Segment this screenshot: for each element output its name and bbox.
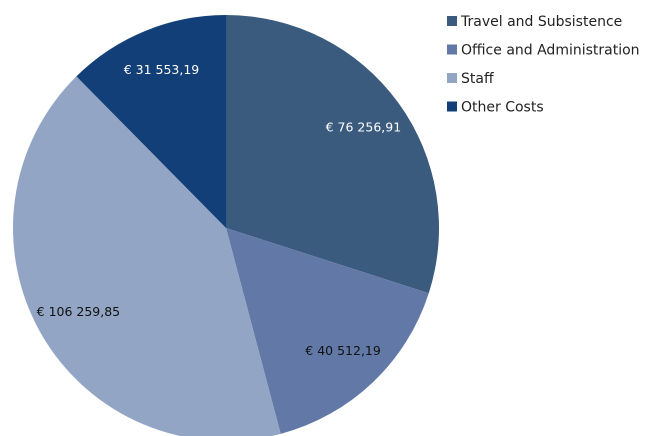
legend-label: Other Costs [461,100,544,116]
legend-swatch [447,73,457,83]
pie-slice [13,76,281,436]
legend-swatch [447,101,457,112]
legend-swatch [447,44,457,55]
legend-swatch [447,16,457,26]
legend-label: Travel and Subsistence [460,14,622,30]
data-label: € 76 256,91 [326,119,402,134]
data-label: € 40 512,19 [305,343,381,358]
data-label: € 106 259,85 [37,304,121,319]
pie-slice [76,15,226,228]
data-label: € 31 553,19 [124,62,200,77]
pie-slice [226,228,429,434]
legend-label: Office and Administration [461,43,640,59]
pie-slice [226,15,440,294]
legend-label: Staff [461,71,494,87]
